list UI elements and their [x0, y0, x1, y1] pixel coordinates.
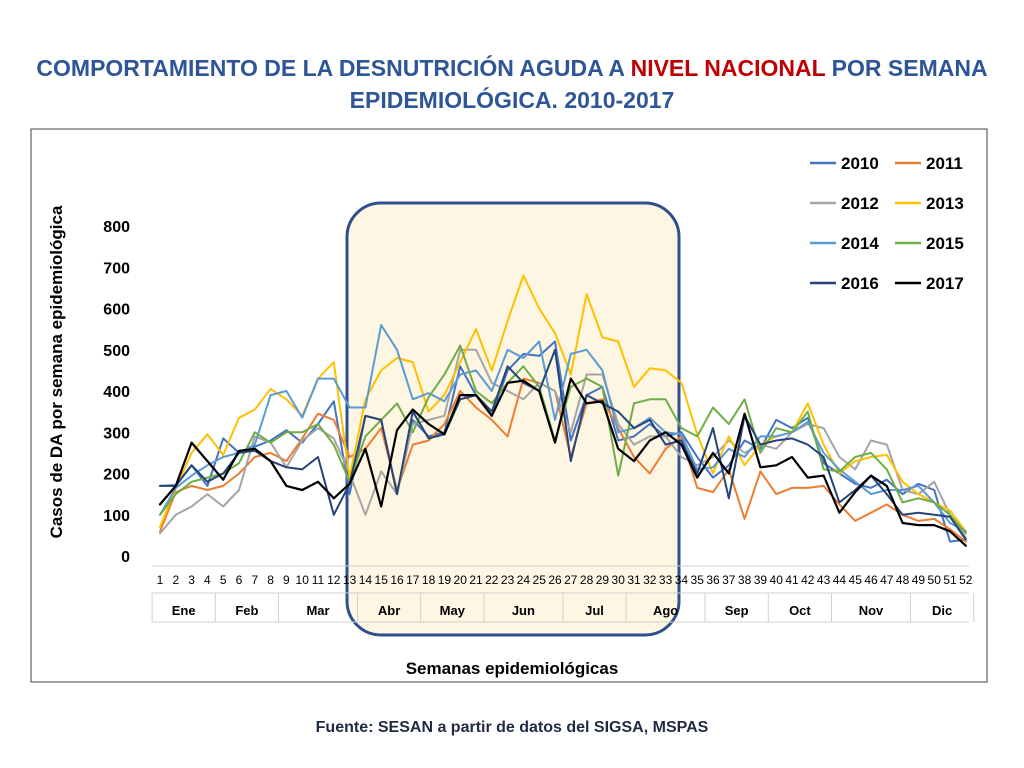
legend-label: 2016: [841, 274, 879, 293]
x-axis-label: Semanas epidemiológicas: [406, 659, 619, 678]
legend-label: 2014: [841, 234, 879, 253]
series-line-2017: [158, 377, 967, 547]
x-tick-label: 13: [343, 573, 357, 587]
x-tick-label: 22: [485, 573, 499, 587]
legend-label: 2012: [841, 194, 879, 213]
x-tick-label: 6: [236, 573, 243, 587]
x-tick-label: 1: [157, 573, 164, 587]
x-tick-label: 9: [283, 573, 290, 587]
chart-title: COMPORTAMIENTO DE LA DESNUTRICIÓN AGUDA …: [20, 52, 1004, 116]
month-label: Mar: [306, 603, 329, 618]
x-tick-label: 12: [327, 573, 341, 587]
x-tick-label: 45: [849, 573, 863, 587]
x-tick-label: 50: [928, 573, 942, 587]
x-tick-label: 35: [691, 573, 705, 587]
x-tick-label: 32: [643, 573, 657, 587]
y-axis-label: Casos de DA por semana epidemiológica: [47, 205, 66, 538]
y-tick-label: 700: [103, 260, 130, 277]
legend-label: 2017: [926, 274, 964, 293]
y-tick-label: 600: [103, 302, 130, 319]
month-label: Nov: [859, 603, 884, 618]
x-tick-label: 34: [675, 573, 689, 587]
x-tick-label: 21: [469, 573, 483, 587]
x-tick-label: 24: [517, 573, 531, 587]
x-tick-label: 14: [359, 573, 373, 587]
month-label: Sep: [725, 603, 749, 618]
x-tick-label: 17: [406, 573, 420, 587]
title-part1: COMPORTAMIENTO DE LA DESNUTRICIÓN AGUDA …: [36, 55, 631, 81]
x-tick-label: 23: [501, 573, 515, 587]
x-tick-label: 4: [204, 573, 211, 587]
x-tick-label: 48: [896, 573, 910, 587]
x-tick-label: 38: [738, 573, 752, 587]
y-tick-label: 400: [103, 384, 130, 401]
x-tick-label: 44: [833, 573, 847, 587]
source-note: Fuente: SESAN a partir de datos del SIGS…: [315, 719, 709, 736]
x-tick-label: 27: [564, 573, 578, 587]
x-tick-label: 18: [422, 573, 436, 587]
x-tick-label: 47: [880, 573, 894, 587]
x-tick-label: 7: [251, 573, 258, 587]
series-line-2013: [159, 274, 967, 533]
x-tick-label: 39: [754, 573, 768, 587]
legend: 2010 2011 2012 2013 2014 2015 2016 2017: [810, 154, 964, 293]
x-tick-label: 52: [959, 573, 973, 587]
x-tick-label: 41: [785, 573, 799, 587]
x-tick-label: 46: [864, 573, 878, 587]
x-tick-label: 5: [220, 573, 227, 587]
x-tick-label: 33: [659, 573, 673, 587]
x-tick-label: 36: [706, 573, 720, 587]
x-tick-label: 31: [627, 573, 641, 587]
y-tick-label: 200: [103, 467, 130, 484]
x-tick-label: 51: [943, 573, 957, 587]
x-tick-label: 10: [296, 573, 310, 587]
y-tick-label: 500: [103, 343, 130, 360]
x-tick-label: 8: [267, 573, 274, 587]
series-line-2016: [159, 348, 967, 541]
y-tick-label: 300: [103, 425, 130, 442]
month-label: May: [440, 603, 466, 618]
x-tick-label: 2: [172, 573, 179, 587]
x-tick-label: 40: [770, 573, 784, 587]
x-tick-label: 11: [312, 573, 325, 587]
x-tick-label: 49: [912, 573, 926, 587]
legend-label: 2013: [926, 194, 964, 213]
series-line-2014: [159, 324, 967, 533]
x-tick-label: 30: [612, 573, 626, 587]
x-tick-label: 37: [722, 573, 736, 587]
month-label: Jul: [585, 603, 604, 618]
x-tick-label: 25: [533, 573, 547, 587]
legend-label: 2011: [926, 154, 963, 173]
y-tick-label: 800: [103, 219, 130, 236]
month-label: Oct: [789, 603, 811, 618]
y-tick-label: 100: [103, 508, 130, 525]
y-tick-label: 0: [121, 549, 130, 566]
x-tick-label: 3: [188, 573, 195, 587]
x-tick-label: 20: [454, 573, 468, 587]
x-tick-label: 43: [817, 573, 831, 587]
legend-label: 2015: [926, 234, 964, 253]
month-label: Dic: [932, 603, 952, 618]
month-label: Ago: [653, 603, 678, 618]
title-part2: POR SEMANA EPIDEMIOLÓGICA. 2010-2017: [349, 55, 988, 113]
x-tick-label: 16: [390, 573, 404, 587]
month-label: Feb: [235, 603, 258, 618]
month-label: Ene: [172, 603, 196, 618]
x-tick-label: 28: [580, 573, 594, 587]
legend-label: 2010: [841, 154, 879, 173]
x-tick-label: 19: [438, 573, 452, 587]
x-tick-label: 26: [548, 573, 562, 587]
month-label: Abr: [378, 603, 400, 618]
x-tick-label: 42: [801, 573, 815, 587]
x-tick-label: 29: [596, 573, 610, 587]
series-lines: [158, 274, 967, 547]
title-highlight: NIVEL NACIONAL: [630, 55, 826, 81]
month-label: Jun: [512, 603, 535, 618]
x-tick-label: 15: [375, 573, 389, 587]
